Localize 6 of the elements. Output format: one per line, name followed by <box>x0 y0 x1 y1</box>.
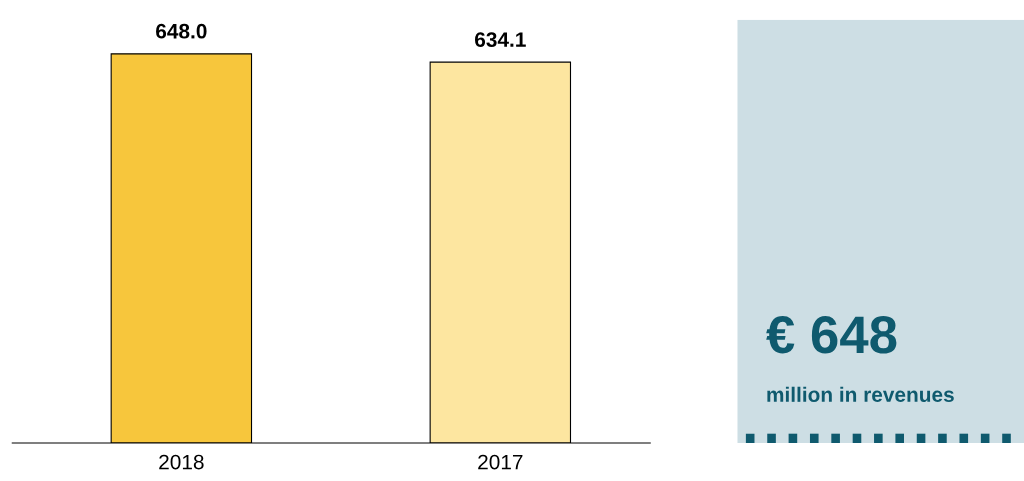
data-label: 634.1 <box>475 32 526 47</box>
data-label: 648.0 <box>156 23 207 39</box>
text: € 648 <box>766 316 897 354</box>
text: million in revenues <box>767 386 954 403</box>
x-tick-label: 2018 <box>159 454 204 470</box>
x-tick-label: 2017 <box>478 454 523 470</box>
